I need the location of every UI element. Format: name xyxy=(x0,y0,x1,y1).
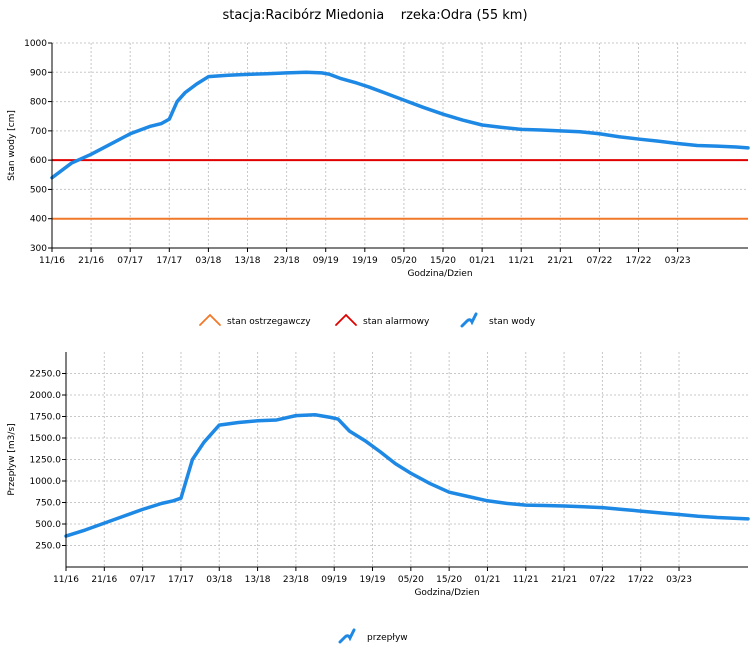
x-tick-label: 07/22 xyxy=(586,256,612,266)
x-tick-label: 07/17 xyxy=(117,256,143,266)
y-tick-label: 700 xyxy=(30,127,47,137)
x-tick-label: 21/16 xyxy=(91,575,117,585)
x-axis-label: Godzina/Dzien xyxy=(414,588,479,598)
x-tick-label: 17/22 xyxy=(628,575,654,585)
y-tick-label: 400 xyxy=(30,215,47,225)
x-axis-label: Godzina/Dzien xyxy=(407,269,472,279)
legend-label: stan wody xyxy=(489,317,536,327)
series-line-1 xyxy=(64,413,750,538)
x-tick-label: 13/18 xyxy=(245,575,271,585)
x-tick-label: 21/21 xyxy=(547,256,573,266)
x-tick-label: 21/21 xyxy=(551,575,577,585)
legend-swatch-icon xyxy=(335,313,357,326)
x-tick-label: 11/16 xyxy=(53,575,79,585)
x-tick-label: 03/23 xyxy=(665,256,691,266)
x-tick-label: 05/20 xyxy=(398,575,424,585)
x-tick-label: 03/18 xyxy=(206,575,232,585)
x-tick-label: 03/23 xyxy=(666,575,692,585)
y-tick-label: 1000 xyxy=(24,39,47,49)
y-tick-label: 750.0 xyxy=(35,499,61,509)
y-tick-label: 1500.0 xyxy=(30,434,62,444)
y-tick-label: 800 xyxy=(30,98,47,108)
x-tick-label: 11/21 xyxy=(513,575,539,585)
legend-swatch-icon xyxy=(338,628,356,644)
x-tick-label: 15/20 xyxy=(436,575,462,585)
x-tick-label: 13/18 xyxy=(235,256,261,266)
y-tick-label: 1250.0 xyxy=(30,456,62,466)
x-tick-label: 01/21 xyxy=(474,575,500,585)
y-tick-label: 1750.0 xyxy=(30,413,62,423)
water-level-chart: 11/16 21/16 07/17 17/17 03/18 13/18 23/18 09/19… xyxy=(7,39,750,328)
x-tick-label: 19/19 xyxy=(352,256,378,266)
x-tick-label: 17/17 xyxy=(156,256,182,266)
x-tick-label: 11/16 xyxy=(39,256,65,266)
legend-label: stan ostrzegawczy xyxy=(227,317,311,327)
legend-label: przepływ xyxy=(367,633,408,643)
y-tick-label: 600 xyxy=(30,156,47,166)
x-tick-label: 05/20 xyxy=(391,256,417,266)
legend-swatch-icon xyxy=(460,312,478,328)
y-axis-label: Przepływ [m3/s] xyxy=(7,423,17,495)
y-tick-label: 500 xyxy=(30,185,47,195)
legend-swatch-icon xyxy=(199,313,221,326)
y-tick-label: 2250.0 xyxy=(30,370,62,380)
page-title: stacja:Racibórz Miedonia rzeka:Odra (55 … xyxy=(222,8,528,23)
x-tick-label: 19/19 xyxy=(360,575,386,585)
x-tick-label: 07/22 xyxy=(589,575,615,585)
x-tick-label: 03/18 xyxy=(195,256,221,266)
y-tick-label: 500.0 xyxy=(35,520,61,530)
x-tick-label: 09/19 xyxy=(321,575,347,585)
x-tick-label: 23/18 xyxy=(274,256,300,266)
x-tick-label: 15/20 xyxy=(430,256,456,266)
series-line-1 xyxy=(50,70,750,180)
y-tick-label: 1000.0 xyxy=(30,477,62,487)
x-tick-label: 07/17 xyxy=(130,575,156,585)
x-tick-label: 09/19 xyxy=(313,256,339,266)
x-tick-label: 01/21 xyxy=(469,256,495,266)
y-tick-label: 250.0 xyxy=(35,542,61,552)
y-axis-label: Stan wody [cm] xyxy=(7,110,17,181)
flow-chart: 11/16 21/16 07/17 17/17 03/18 13/18 23/18 09/19… xyxy=(7,352,750,644)
x-tick-label: 21/16 xyxy=(78,256,104,266)
y-tick-label: 900 xyxy=(30,68,47,78)
y-tick-label: 2000.0 xyxy=(30,391,62,401)
x-tick-label: 11/21 xyxy=(508,256,534,266)
x-tick-label: 17/17 xyxy=(168,575,194,585)
x-tick-label: 23/18 xyxy=(283,575,309,585)
x-tick-label: 17/22 xyxy=(626,256,652,266)
y-tick-label: 300 xyxy=(30,244,47,254)
legend-label: stan alarmowy xyxy=(363,317,430,327)
